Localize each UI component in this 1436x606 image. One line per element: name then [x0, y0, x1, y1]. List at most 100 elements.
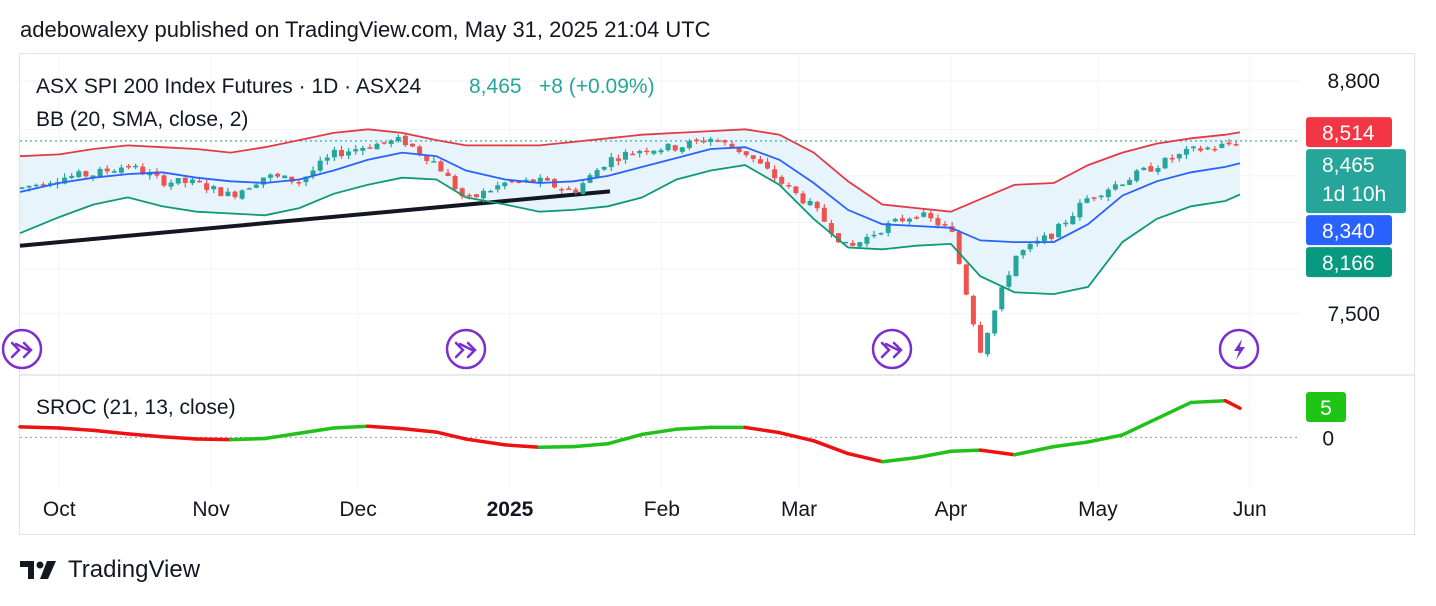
candle — [623, 149, 628, 164]
candle — [978, 321, 983, 354]
candle — [296, 179, 302, 187]
candle — [118, 164, 124, 176]
candle — [268, 173, 273, 182]
x-tick-label: Oct — [43, 498, 76, 521]
candle — [1219, 140, 1225, 149]
sroc-legend: SROC (21, 13, close) — [36, 396, 236, 419]
candle — [594, 168, 600, 178]
candle — [324, 153, 330, 165]
candle — [331, 146, 337, 162]
candle — [601, 166, 607, 172]
sroc-segment — [228, 436, 267, 442]
candle — [1212, 145, 1218, 153]
candle — [928, 210, 934, 222]
sroc-segment — [331, 424, 370, 430]
candle — [175, 177, 181, 186]
last-price: 8,465 — [469, 75, 522, 98]
candle — [672, 144, 678, 152]
price-badges: 8,514 8,465 1d 10h 8,340 8,166 5 — [1306, 117, 1406, 422]
candle — [772, 165, 778, 182]
sroc-segment — [949, 448, 983, 454]
dividend-event-icon-0[interactable] — [1, 328, 43, 370]
flash-event-icon-3[interactable] — [1218, 328, 1260, 370]
candle — [580, 180, 586, 195]
candle — [1120, 184, 1125, 187]
footer: TradingView — [20, 556, 200, 584]
sroc-segment — [126, 432, 164, 439]
badge-bb-basis: 8,340 — [1306, 215, 1392, 246]
x-tick-label: Feb — [644, 498, 680, 521]
candle — [431, 157, 437, 163]
candle — [168, 179, 174, 190]
x-tick-label: Jun — [1233, 498, 1267, 521]
candles — [19, 134, 1239, 357]
candle — [729, 140, 735, 148]
candle — [1183, 146, 1189, 160]
candle — [864, 233, 870, 247]
candle — [686, 138, 692, 151]
candle — [1134, 168, 1140, 183]
sroc-segment — [160, 434, 199, 441]
candle — [630, 150, 636, 156]
badge-bb-upper: 8,514 — [1306, 117, 1392, 148]
sroc-segment — [606, 432, 644, 446]
candle — [885, 220, 891, 237]
sroc-segment — [503, 443, 542, 449]
candle — [843, 241, 849, 244]
sroc-segment — [18, 425, 61, 430]
candle — [402, 134, 408, 148]
candle — [459, 187, 465, 200]
time-axis: Oct Nov Dec 2025 Feb Mar Apr May Jun — [43, 498, 1267, 521]
candle — [1063, 219, 1069, 227]
candle — [1070, 212, 1076, 225]
sroc-line — [18, 398, 1242, 464]
candle — [821, 204, 827, 223]
candle — [963, 263, 969, 296]
candle — [544, 175, 550, 181]
candle — [1162, 157, 1168, 170]
sroc-segment — [537, 444, 576, 449]
sroc-segment — [1189, 398, 1228, 405]
candle — [126, 163, 131, 170]
dividend-event-icon-2[interactable] — [871, 328, 913, 370]
footer-brand: TradingView — [68, 556, 201, 583]
candle — [907, 217, 912, 226]
candle — [1056, 222, 1062, 238]
candle — [637, 149, 643, 158]
candle — [1205, 146, 1211, 151]
sroc-segment — [571, 441, 610, 449]
candle — [246, 187, 252, 190]
badge-label: 8,166 — [1322, 252, 1375, 275]
sroc-segment — [1120, 416, 1159, 437]
sroc-segment — [743, 425, 782, 435]
sroc-segment — [366, 424, 404, 431]
candle — [253, 182, 259, 189]
x-tick-label: Dec — [339, 498, 376, 521]
candle — [275, 172, 281, 179]
badge-last-price: 8,465 1d 10h — [1306, 149, 1406, 214]
candle — [836, 233, 841, 244]
candle — [1141, 166, 1147, 171]
candle — [1020, 249, 1026, 259]
sroc-segment — [880, 455, 919, 464]
badge-bb-lower: 8,166 — [1306, 247, 1392, 278]
y-tick-label: 8,800 — [1327, 70, 1380, 93]
candle — [956, 230, 962, 265]
sroc-segment — [1223, 398, 1242, 410]
candle — [502, 181, 508, 190]
candle — [807, 198, 813, 207]
candle — [914, 215, 920, 220]
badge-label: 8,465 — [1322, 154, 1375, 177]
candle — [225, 187, 231, 197]
candle — [736, 147, 742, 155]
candle — [1198, 145, 1204, 153]
candle — [1148, 162, 1154, 172]
dividend-event-icon-1[interactable] — [445, 328, 487, 370]
price-axis: 8,800 7,500 0 — [1322, 70, 1380, 450]
sroc-segment — [1012, 444, 1056, 457]
sroc-segment — [1086, 433, 1125, 444]
badge-label: 8,514 — [1322, 122, 1375, 145]
sroc-segment — [978, 448, 1017, 457]
x-tick-label: 2025 — [487, 498, 534, 521]
